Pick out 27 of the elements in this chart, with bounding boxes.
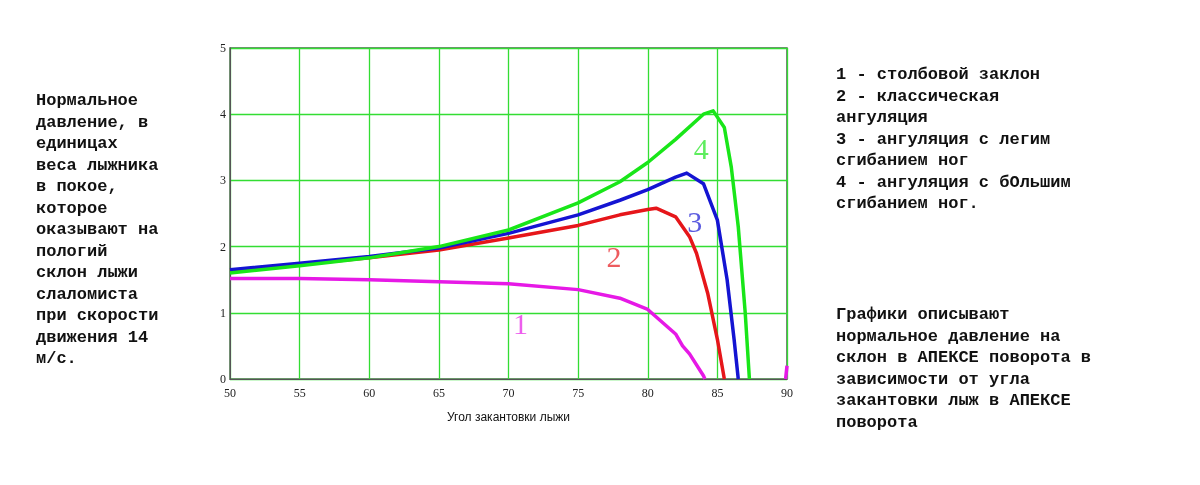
series-label: 1 [513,307,528,341]
x-tick-label: 60 [363,386,376,400]
x-tick-label: 75 [572,386,585,400]
text: 1 - столбовой заклон [836,64,1042,86]
text: Нормальное давление, в единицах веса лыжника в покое, которое оказывают на пологий склон лыжи слаломиста при скорости движения 14 м/с. [36,91,159,368]
x-tick-label: 65 [432,386,445,400]
y-tick-label: 2 [220,239,226,254]
y-tick-label: 1 [220,305,226,320]
x-tick-label: 50 [224,386,236,400]
series-label: 2 [606,240,622,274]
y-tick-label: 3 [220,173,226,188]
line-series [228,109,752,381]
y-tick-label: 4 [220,107,226,122]
x-tick-label: 80 [641,386,654,400]
series-label: 3 [687,204,703,238]
y-tick-label: 0 [220,372,226,386]
series-label: 4 [693,132,709,166]
x-axis-title: Угол закантовки лыжи [447,410,570,424]
text: 2 - классическая ангуляция [836,85,1001,129]
x-tick-label: 55 [293,386,306,400]
x-tick-label: 85 [711,386,724,400]
x-tick-label: 90 [781,386,793,400]
text: 4 - ангуляция с бОльшим сгибанием ног. [836,171,1072,215]
x-tick-label: 70 [502,386,515,400]
text: Графики описывают нормальное давление на склон в АПЕКСЕ поворота в зависимости от угла закантовки лыж в АПЕКСЕ поворота [836,304,1093,433]
y-tick-label: 5 [220,41,226,55]
text: 3 - ангуляция с легим сгибанием ног [836,128,1052,172]
